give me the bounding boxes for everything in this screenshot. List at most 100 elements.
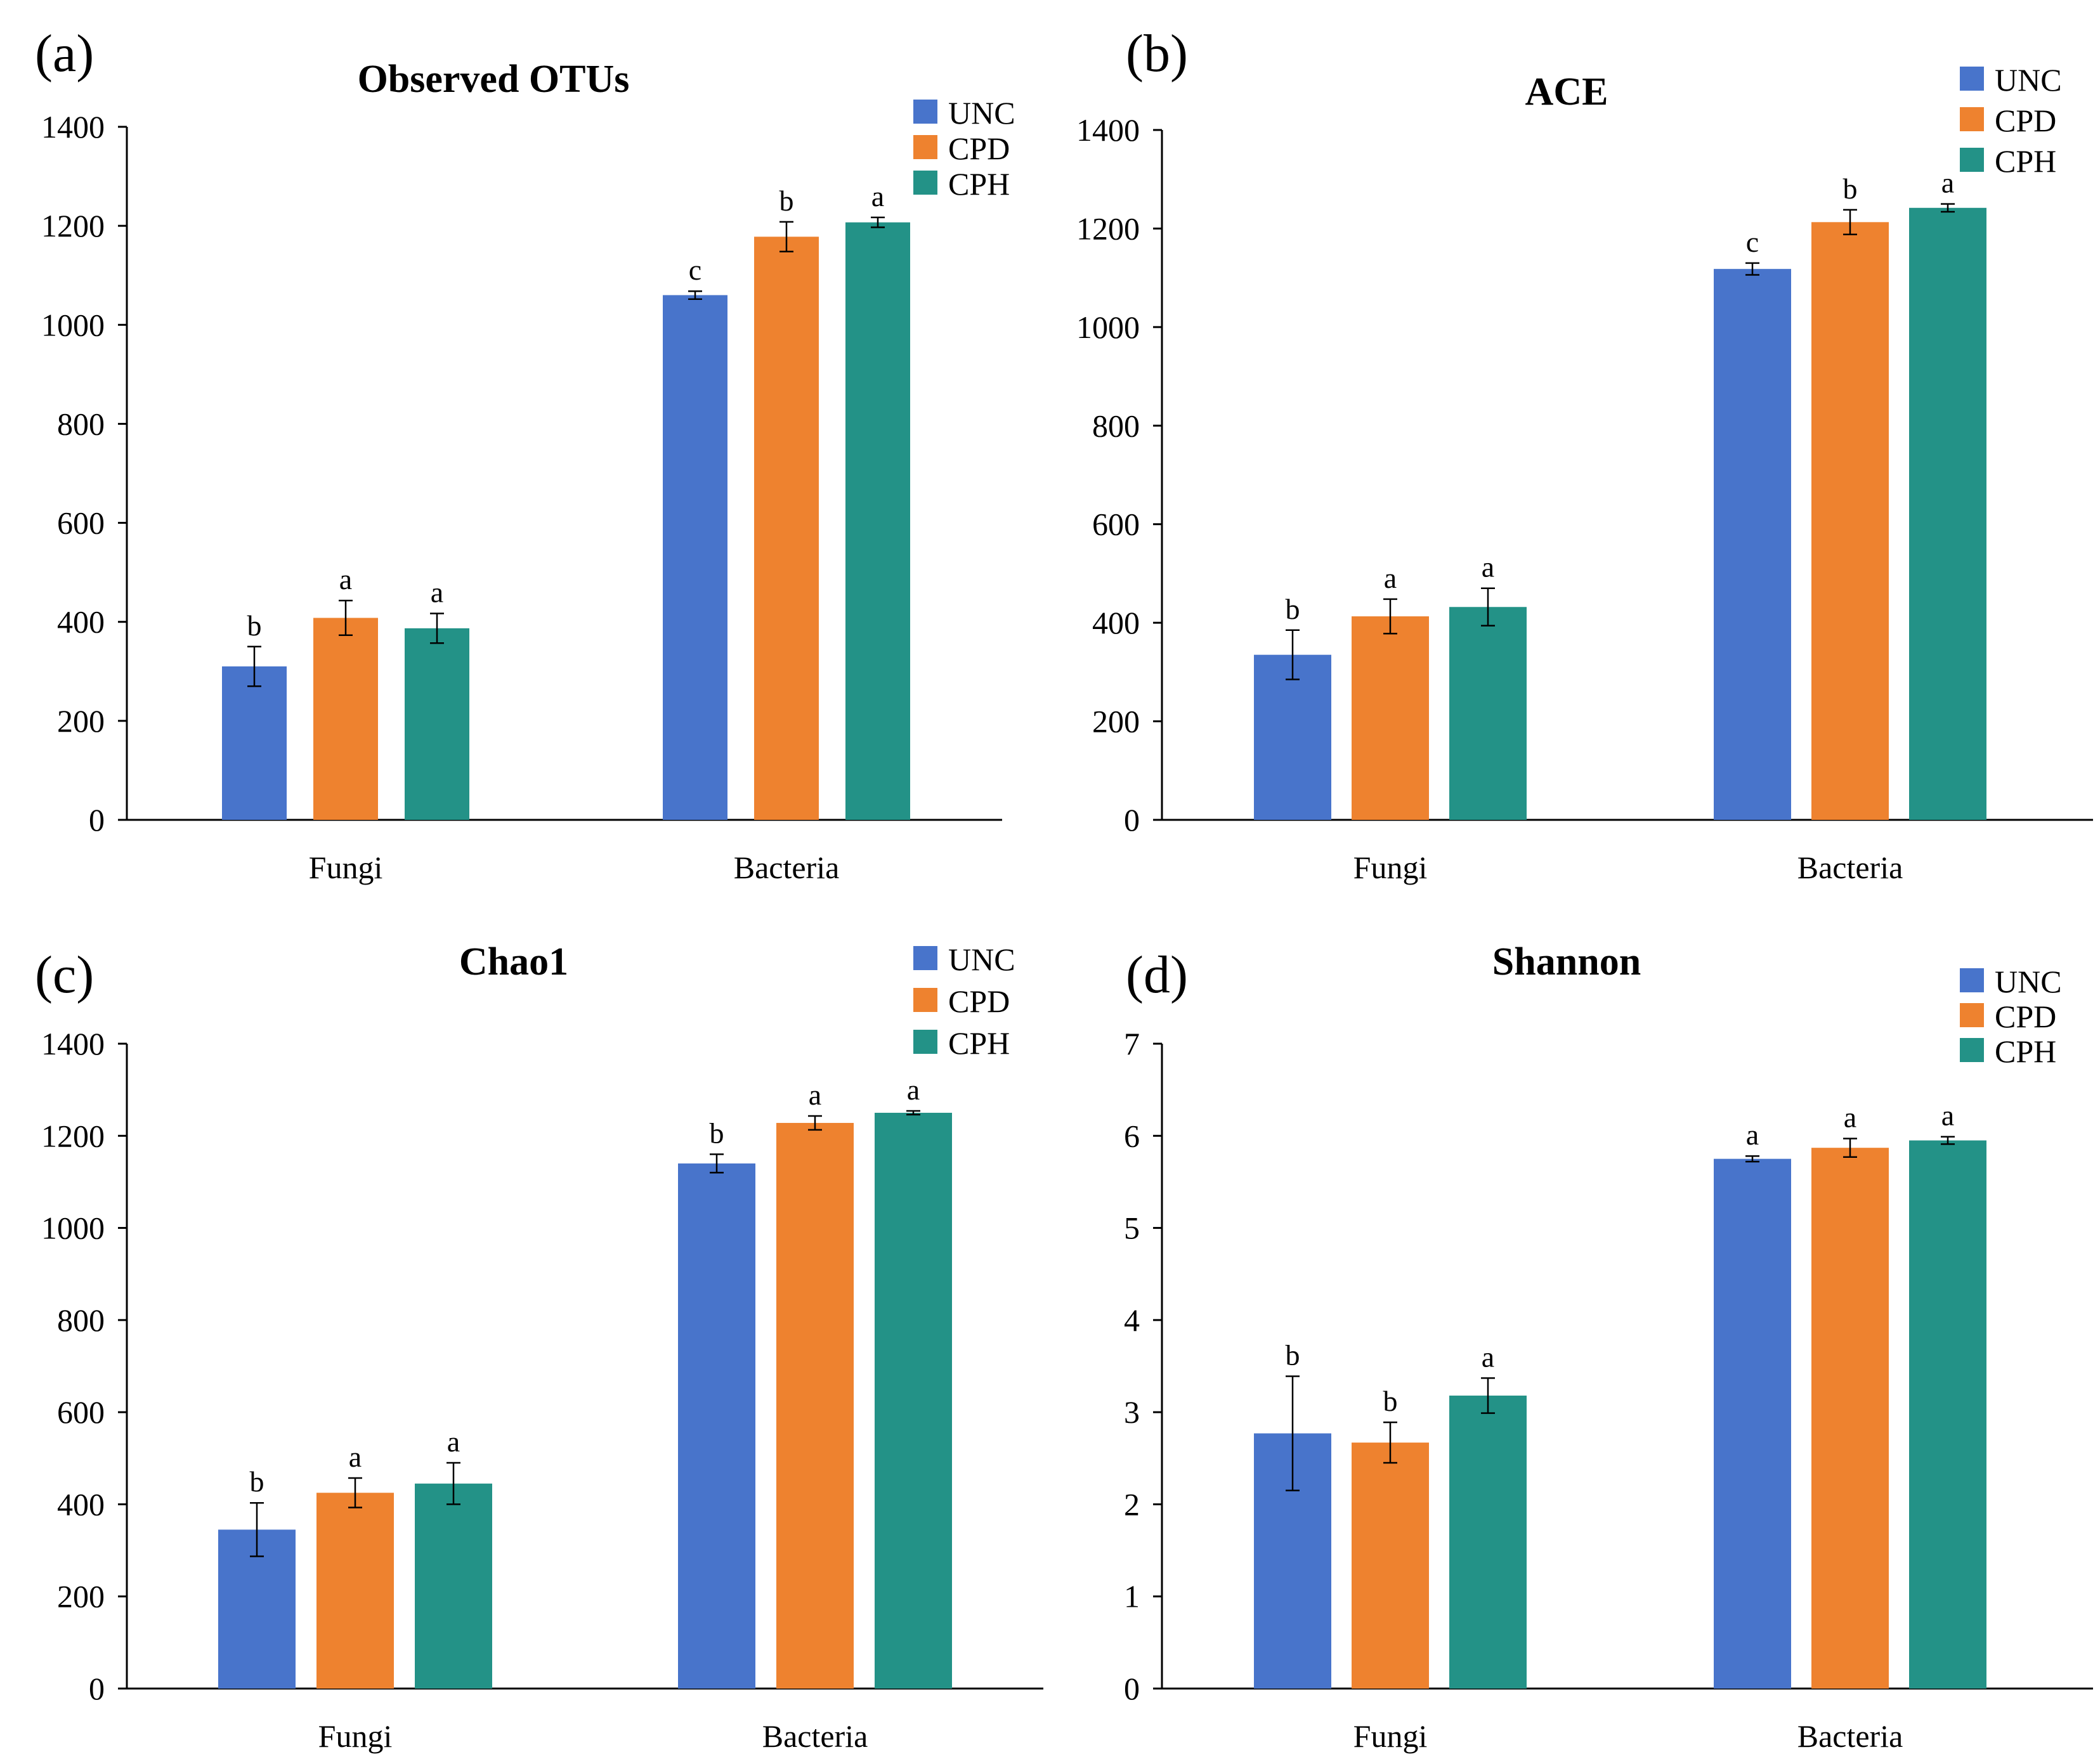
- y-tick-label: 2: [1124, 1486, 1140, 1522]
- significance-letter: a: [1941, 167, 1954, 199]
- legend-label: CPD: [1995, 103, 2056, 138]
- significance-letter: a: [447, 1425, 460, 1458]
- panel-label: (d): [1126, 945, 1188, 1004]
- legend-swatch-cph: [1960, 1038, 1984, 1062]
- bar-cph: [875, 1112, 952, 1689]
- bar-cpd: [1352, 616, 1429, 820]
- bar-cpd: [313, 618, 378, 820]
- y-tick-label: 0: [89, 802, 105, 838]
- y-tick-label: 1400: [41, 1026, 105, 1061]
- y-tick-label: 400: [57, 1486, 105, 1522]
- chart-panel-4: (d) Shannon 0 1 2 3 4 5 6 7 Fungi Bacteria b a b a a a UNC…: [1124, 940, 2093, 1754]
- bar-cph: [1909, 207, 1986, 820]
- bar-cph: [1449, 1395, 1527, 1689]
- y-tick-label: 600: [57, 1394, 105, 1430]
- significance-letter: a: [1746, 1119, 1759, 1151]
- significance-letter: a: [431, 576, 443, 608]
- legend-swatch-cpd: [913, 988, 937, 1012]
- legend-label: CPH: [948, 1025, 1010, 1061]
- significance-letter: b: [250, 1465, 264, 1498]
- bar-cph: [405, 628, 469, 820]
- legend-swatch-unc: [913, 946, 937, 970]
- significance-letter: a: [1844, 1101, 1856, 1134]
- y-tick-label: 1: [1124, 1579, 1140, 1614]
- y-tick-label: 0: [1124, 802, 1140, 838]
- legend-swatch-unc: [1960, 67, 1984, 91]
- legend-swatch-unc: [913, 100, 937, 124]
- bar-cpd: [776, 1122, 854, 1689]
- y-tick-label: 800: [57, 406, 105, 441]
- bar-cpd: [1811, 1148, 1889, 1689]
- significance-letter: b: [1286, 593, 1300, 625]
- bar-unc: [1714, 269, 1791, 820]
- y-tick-label: 200: [57, 703, 105, 739]
- legend-swatch-cph: [913, 1030, 937, 1054]
- y-tick-label: 1400: [41, 109, 105, 145]
- significance-letter: c: [1746, 226, 1759, 258]
- y-tick-label: 400: [1092, 605, 1140, 640]
- chart-title: Chao1: [459, 940, 568, 983]
- bar-unc: [663, 295, 727, 820]
- significance-letter: a: [871, 180, 884, 212]
- bar-cpd: [316, 1493, 394, 1689]
- legend-label: UNC: [948, 942, 1015, 977]
- bar-cph: [1909, 1140, 1986, 1689]
- legend-label: CPH: [1995, 1034, 2056, 1069]
- y-tick-label: 800: [57, 1302, 105, 1338]
- panel-label: (a): [35, 24, 94, 83]
- x-category-label: Fungi: [318, 1718, 393, 1754]
- y-tick-label: 1000: [41, 1210, 105, 1246]
- chart-title: ACE: [1525, 70, 1608, 113]
- chart-title: Shannon: [1492, 940, 1641, 983]
- y-tick-label: 200: [1092, 704, 1140, 739]
- y-tick-label: 5: [1124, 1210, 1140, 1246]
- y-tick-label: 1400: [1076, 112, 1140, 148]
- bar-cph: [1449, 607, 1527, 820]
- significance-letter: b: [1383, 1385, 1398, 1417]
- chart-panel-2: (b) ACE 0 200 400 600 800 1000 1200 1400 Fungi Bact…: [1076, 24, 2093, 885]
- y-tick-label: 600: [57, 505, 105, 541]
- chart-title: Observed OTUs: [358, 58, 630, 101]
- y-tick-label: 1200: [41, 1118, 105, 1153]
- significance-letter: b: [1286, 1339, 1300, 1371]
- legend-label: UNC: [948, 95, 1015, 131]
- bar-unc: [678, 1163, 755, 1689]
- x-category-label: Bacteria: [762, 1718, 868, 1754]
- y-tick-label: 1200: [41, 208, 105, 243]
- significance-letter: b: [779, 185, 794, 217]
- legend-swatch-cph: [1960, 148, 1984, 172]
- significance-letter: a: [1482, 551, 1494, 583]
- legend-label: UNC: [1995, 964, 2062, 999]
- legend-label: CPD: [948, 983, 1010, 1019]
- panel-label: (b): [1126, 24, 1188, 83]
- y-tick-label: 600: [1092, 507, 1140, 542]
- bar-cpd: [754, 237, 819, 820]
- chart-panel-3: (c) Chao1 0 200 400 600 800 1000 1200 1400 Fungi Ba…: [35, 940, 1043, 1754]
- significance-letter: a: [1482, 1340, 1494, 1373]
- legend-swatch-cph: [913, 171, 937, 195]
- y-tick-label: 1000: [1076, 309, 1140, 345]
- significance-letter: a: [1384, 562, 1397, 594]
- x-category-label: Bacteria: [734, 850, 840, 885]
- bar-unc: [222, 666, 287, 820]
- y-tick-label: 1200: [1076, 211, 1140, 246]
- legend-label: CPD: [1995, 999, 2056, 1034]
- significance-letter: c: [689, 254, 701, 286]
- x-category-label: Fungi: [1353, 1718, 1428, 1754]
- y-tick-label: 7: [1124, 1026, 1140, 1061]
- significance-letter: b: [247, 609, 262, 642]
- bar-cpd: [1811, 222, 1889, 820]
- chart-panel-1: (a) Observed OTUs 0 200 400 600 800 1000 1200 140…: [35, 24, 1015, 885]
- y-tick-label: 0: [89, 1671, 105, 1706]
- y-tick-label: 3: [1124, 1394, 1140, 1430]
- legend-swatch-unc: [1960, 968, 1984, 992]
- significance-letter: a: [809, 1079, 821, 1111]
- y-tick-label: 4: [1124, 1302, 1140, 1338]
- legend-swatch-cpd: [913, 135, 937, 159]
- y-tick-label: 0: [1124, 1671, 1140, 1706]
- legend-label: UNC: [1995, 62, 2062, 98]
- bar-cph: [845, 222, 910, 820]
- panel-label: (c): [35, 945, 94, 1004]
- significance-letter: a: [907, 1073, 920, 1106]
- y-tick-label: 6: [1124, 1118, 1140, 1153]
